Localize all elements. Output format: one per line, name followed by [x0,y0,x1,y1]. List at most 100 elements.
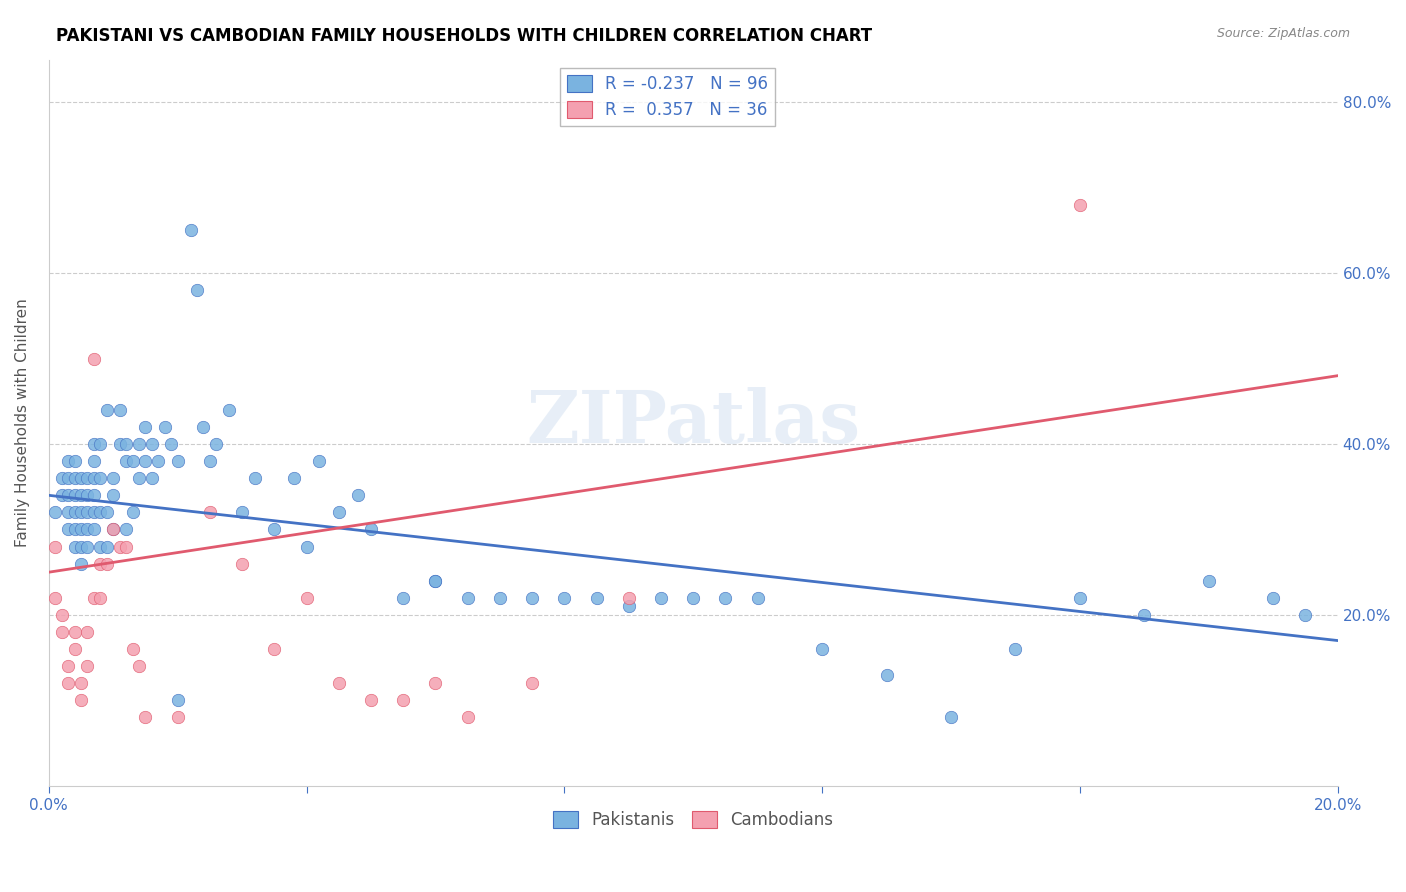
Point [76,659,98,673]
Point [134,420,156,434]
Point [1004,642,1026,657]
Point [56,488,79,502]
Point [56,471,79,485]
Point [180,223,202,237]
Point [89,505,111,519]
Point [148,454,170,468]
Point [76,523,98,537]
Point [295,591,318,605]
Point [263,523,285,537]
Point [70,505,93,519]
Point [63,625,86,640]
Point [108,437,131,451]
Point [108,540,131,554]
Point [425,574,447,588]
Point [231,505,253,519]
Point [83,523,105,537]
Point [51,625,73,640]
Point [128,659,150,673]
Point [56,454,79,468]
Point [83,437,105,451]
Point [205,437,228,451]
Point [128,437,150,451]
Point [520,676,543,690]
Point [89,437,111,451]
Point [103,471,125,485]
Point [1133,607,1156,622]
Point [489,591,512,605]
Point [89,557,111,571]
Point [166,454,188,468]
Point [520,591,543,605]
Point [553,591,575,605]
Point [44,505,66,519]
Point [128,471,150,485]
Point [617,591,640,605]
Text: PAKISTANI VS CAMBODIAN FAMILY HOUSEHOLDS WITH CHILDREN CORRELATION CHART: PAKISTANI VS CAMBODIAN FAMILY HOUSEHOLDS… [56,27,872,45]
Text: ZIPatlas: ZIPatlas [526,387,860,458]
Point [141,437,163,451]
Point [76,488,98,502]
Point [51,471,73,485]
Point [83,488,105,502]
Point [198,505,221,519]
Point [51,488,73,502]
Point [457,710,479,724]
Point [115,523,138,537]
Point [166,693,188,707]
Legend: Pakistanis, Cambodians: Pakistanis, Cambodians [547,804,839,836]
Point [134,710,156,724]
Point [89,591,111,605]
Point [457,591,479,605]
Point [1294,607,1316,622]
Point [392,591,415,605]
Point [650,591,672,605]
Point [63,505,86,519]
Point [585,591,607,605]
Point [70,523,93,537]
Point [308,454,330,468]
Point [56,505,79,519]
Point [63,454,86,468]
Point [63,540,86,554]
Point [83,351,105,366]
Point [103,523,125,537]
Point [103,523,125,537]
Point [166,710,188,724]
Point [283,471,305,485]
Point [76,625,98,640]
Y-axis label: Family Households with Children: Family Households with Children [15,298,30,547]
Point [425,676,447,690]
Point [83,591,105,605]
Point [70,557,93,571]
Point [51,607,73,622]
Point [360,693,382,707]
Point [89,540,111,554]
Point [193,420,215,434]
Point [1263,591,1285,605]
Point [70,676,93,690]
Point [747,591,769,605]
Point [63,488,86,502]
Point [115,540,138,554]
Point [96,557,118,571]
Point [243,471,266,485]
Point [328,676,350,690]
Point [328,505,350,519]
Point [186,283,208,297]
Point [811,642,834,657]
Point [44,591,66,605]
Point [134,454,156,468]
Point [63,523,86,537]
Point [360,523,382,537]
Point [347,488,370,502]
Point [160,437,183,451]
Point [103,488,125,502]
Point [56,659,79,673]
Point [392,693,415,707]
Point [121,454,143,468]
Point [714,591,737,605]
Point [1069,198,1091,212]
Point [96,505,118,519]
Point [198,454,221,468]
